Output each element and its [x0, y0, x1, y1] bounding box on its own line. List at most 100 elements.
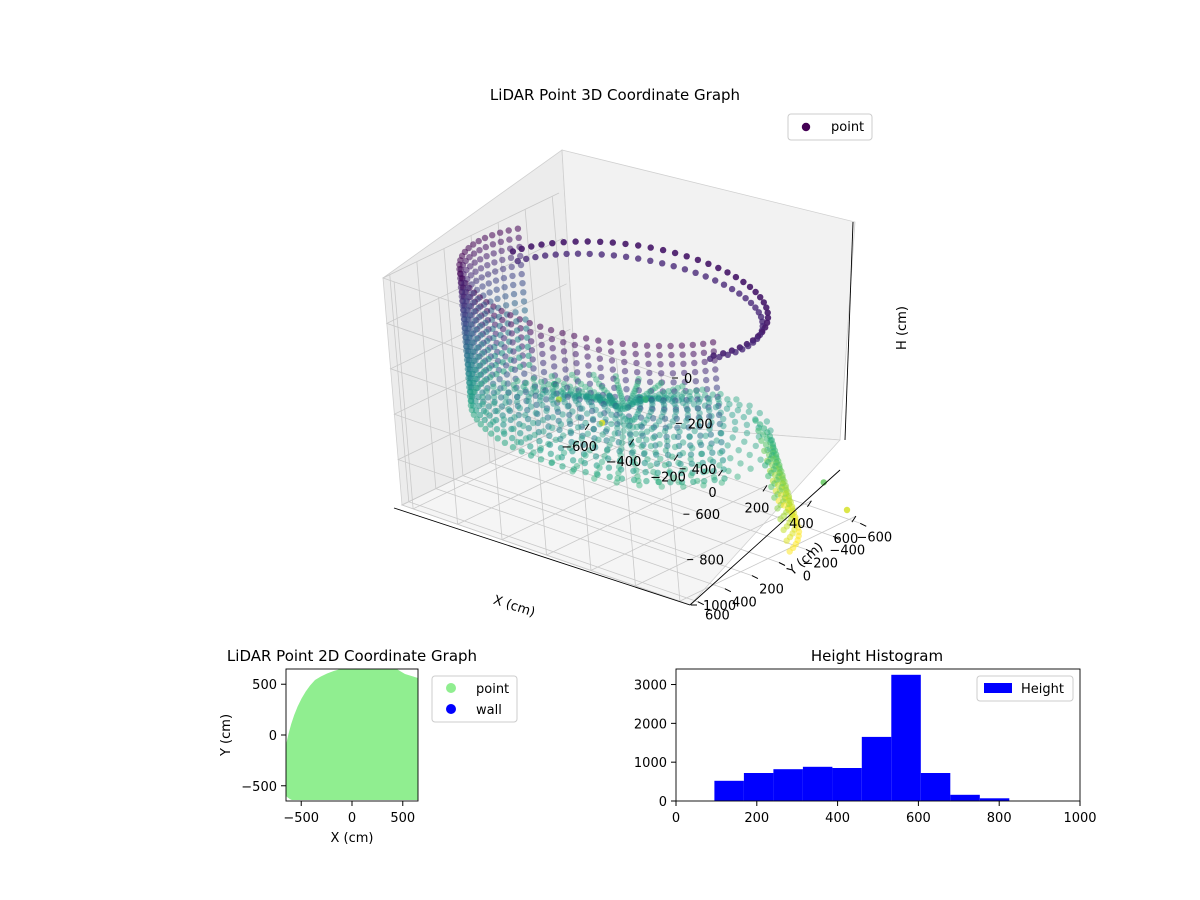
x-tick-label-hist: 800: [987, 811, 1012, 826]
point-3d: [743, 421, 751, 428]
point-3d: [509, 444, 517, 451]
point-3d: [694, 256, 702, 264]
point-3d: [493, 426, 501, 433]
point-3d: [549, 240, 556, 247]
point-3d: [648, 425, 655, 433]
point-3d: [720, 415, 727, 423]
point-3d: [487, 421, 494, 428]
point-3d: [632, 430, 640, 437]
point-3d: [571, 395, 578, 402]
point-3d: [759, 431, 767, 438]
point-3d: [662, 424, 669, 431]
point-3d: [715, 411, 723, 419]
point-3d: [595, 346, 603, 353]
point-3d: [508, 330, 515, 337]
point-3d: [550, 391, 557, 398]
point-3d: [520, 289, 527, 296]
point-3d: [677, 460, 684, 468]
point-3d: [756, 421, 764, 428]
ticks-2d: −500 −500 0 0 500 500: [241, 678, 415, 826]
point-3d: [557, 421, 565, 428]
point-3d: [580, 450, 588, 458]
point-3d: [591, 475, 598, 482]
point-3d: [570, 466, 578, 473]
point-3d: [484, 394, 492, 401]
point-3d: [720, 422, 727, 430]
point-3d: [522, 435, 530, 442]
point-3d: [736, 290, 743, 297]
point-3d: [579, 405, 586, 412]
point-3d: [606, 393, 613, 400]
point-3d: [558, 454, 565, 461]
x-tick-3d: [673, 454, 679, 461]
point-3d: [572, 397, 580, 404]
point-3d: [505, 389, 512, 396]
point-3d: [692, 269, 699, 276]
y-tick-label-hist: 1000: [634, 756, 667, 771]
point-3d: [537, 456, 545, 463]
point-3d: [716, 462, 723, 469]
point-3d: [637, 405, 644, 412]
point-3d: [575, 387, 582, 394]
y-tick-label-3d: −600: [857, 530, 893, 545]
point-cloud: [456, 225, 851, 555]
point-3d: [624, 395, 631, 402]
point-3d: [714, 393, 721, 400]
axes-frame-hist: [675, 668, 1081, 802]
histogram-bar: [950, 794, 980, 801]
y-tick-3d: [697, 601, 704, 606]
point-3d: [551, 363, 558, 370]
point-3d: [678, 342, 686, 349]
point-3d: [538, 241, 545, 248]
point-3d: [614, 424, 621, 432]
point-3d: [608, 420, 615, 428]
point-3d: [531, 374, 538, 381]
point-3d: [509, 339, 516, 346]
point-3d: [500, 274, 508, 282]
ticks-3d: −600−400−2000200400600−600−400−200020040…: [561, 372, 892, 624]
point-3d: [598, 419, 606, 427]
point-3d: [519, 280, 526, 287]
y-tick-3d: [805, 548, 813, 553]
point-3d: [577, 414, 585, 421]
point-3d: [516, 421, 523, 428]
point-3d: [699, 386, 706, 393]
point-3d: [608, 411, 615, 418]
point-3d: [669, 370, 677, 377]
point-3d: [780, 526, 787, 534]
point-3d: [482, 243, 489, 251]
point-3d: [484, 385, 491, 392]
point-3d: [734, 407, 742, 414]
point-3d: [524, 415, 532, 423]
floor-grid-y: [462, 475, 753, 576]
point-3d: [689, 445, 696, 452]
point-3d: [554, 399, 561, 406]
x-tick-label-3d: −600: [561, 440, 597, 455]
point-3d: [546, 432, 553, 439]
point-3d: [655, 342, 663, 350]
point-3d: [490, 389, 498, 397]
histogram-bar: [891, 674, 921, 801]
histogram-bar: [802, 766, 833, 801]
point-3d: [653, 451, 660, 458]
point-3d: [620, 427, 627, 435]
point-3d: [493, 286, 500, 293]
point-3d: [537, 393, 544, 400]
y-axis-label-2d: Y (cm): [219, 714, 234, 757]
point-3d: [727, 455, 734, 462]
point-3d: [637, 400, 644, 407]
point-3d: [533, 401, 540, 408]
point-3d: [501, 439, 509, 446]
point-3d: [577, 380, 585, 388]
point-3d: [731, 418, 739, 426]
point-3d: [760, 299, 767, 306]
point-3d: [586, 371, 593, 378]
point-3d: [537, 397, 544, 404]
point-3d: [583, 393, 590, 400]
y-tick-label-2d: 0: [269, 729, 277, 744]
ticks-hist: 0 200 400 600 800 1000 0 1000 2000 3000: [634, 679, 1097, 826]
point-3d: [501, 430, 508, 437]
point-3d: [705, 404, 712, 411]
point-3d: [629, 392, 636, 400]
